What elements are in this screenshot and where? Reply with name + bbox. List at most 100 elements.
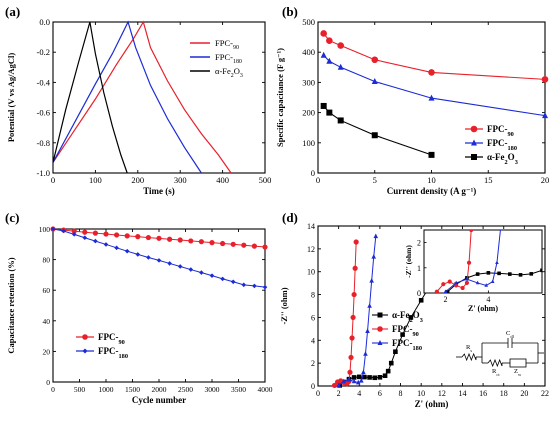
inset-y-tick-label: 0: [417, 289, 421, 298]
label-part: 0: [419, 345, 422, 352]
y-axis-label: Potential (V vs Ag/AgCl): [6, 53, 16, 142]
y-tick-label: 200: [302, 108, 315, 118]
x-tick-label: 4000: [258, 385, 273, 394]
data-point: [337, 63, 344, 70]
label-part: α-Fe: [392, 310, 410, 320]
data-point: [114, 245, 119, 251]
data-point: [367, 303, 372, 308]
data-point: [349, 335, 355, 341]
data-point: [241, 282, 247, 288]
data-point: [337, 42, 345, 49]
data-point: [361, 369, 366, 375]
inset-x-tick-label: 4: [486, 295, 490, 304]
data-point: [350, 314, 356, 321]
inset-data-point: [495, 260, 499, 265]
data-point: [377, 375, 383, 380]
data-point: [209, 273, 215, 278]
label-part: 9: [119, 339, 122, 346]
inset-data-point: [484, 283, 489, 287]
data-point: [230, 241, 236, 247]
data-point: [124, 233, 130, 239]
inset-data-point: [497, 271, 501, 276]
label-part: α-Fe: [215, 66, 231, 76]
x-tick-label: 8: [399, 389, 403, 398]
x-tick-label: 10: [427, 175, 436, 185]
x-tick-label: 0: [316, 175, 320, 185]
data-point: [371, 132, 378, 139]
data-point: [103, 231, 109, 237]
plot-frame: [317, 225, 546, 387]
label-part: FPC-: [392, 324, 413, 334]
y-tick-label: -0.6: [37, 108, 50, 118]
x-tick-label: 20: [520, 389, 528, 398]
legend-label: FPC-90: [487, 124, 514, 138]
data-point: [388, 360, 394, 366]
data-point: [156, 235, 162, 241]
data-point: [400, 332, 405, 337]
label-part: FPC-: [487, 138, 508, 148]
data-point: [262, 244, 268, 250]
data-point: [347, 369, 353, 375]
label-part: 2: [505, 159, 508, 166]
x-tick-label: 0: [51, 175, 55, 185]
inset-data-point: [518, 273, 523, 277]
data-point: [337, 117, 344, 124]
x-tick-label: 10: [417, 389, 425, 398]
label-part: 1: [119, 353, 122, 360]
label-part: 0: [122, 339, 125, 346]
resistor-rct: [487, 358, 503, 368]
data-point: [124, 248, 130, 254]
label-part: 0: [236, 45, 239, 51]
x-axis-label: Z' (ohm): [415, 399, 449, 409]
inset-data-point: [447, 279, 452, 284]
x-tick-label: 5: [373, 175, 377, 185]
y-tick-label: 4: [311, 336, 315, 345]
label-part: O: [413, 310, 420, 320]
series-line-1: [323, 54, 546, 117]
y-tick-label: 0: [46, 378, 50, 387]
data-point: [372, 375, 378, 381]
y-tick-label: -0.2: [37, 47, 50, 57]
label-part: 9: [508, 131, 511, 138]
series-line-2: [323, 105, 432, 156]
y-tick-label: 14: [307, 222, 315, 231]
circuit-label: Rs: [466, 344, 472, 353]
data-point: [352, 265, 358, 271]
inset-data: [434, 230, 542, 293]
legend-marker: [377, 312, 383, 318]
data-point: [355, 379, 361, 385]
inset-y-tick-label: 2: [417, 239, 421, 248]
data-point: [365, 328, 370, 333]
data-point: [326, 57, 333, 64]
circuit-label-sub: s: [470, 348, 472, 353]
x-tick-label: 20: [541, 175, 550, 185]
inset-data-point: [454, 280, 458, 285]
circuit-label-sub: w: [518, 372, 522, 377]
x-tick-label: 4: [357, 389, 361, 398]
data-point: [326, 37, 333, 45]
data-point: [348, 354, 354, 361]
data-point: [220, 240, 226, 247]
inset-data-point: [490, 279, 495, 283]
y-tick-label: -0.4: [37, 77, 51, 87]
data-point: [385, 368, 391, 374]
circuit-label-main: C: [506, 330, 510, 337]
data-point: [167, 261, 172, 266]
x-tick-label: 500: [74, 385, 86, 394]
label-part: FPC-: [487, 124, 508, 134]
label-part: 2: [410, 317, 413, 324]
x-tick-label: 14: [458, 389, 466, 398]
plot-frame: [52, 228, 266, 383]
y-tick-label: 0: [311, 168, 315, 178]
data-point: [341, 378, 347, 384]
legend-marker: [377, 340, 383, 345]
equivalent-circuit: Rs Cdl Rct Zw: [456, 330, 544, 377]
data-point: [356, 374, 362, 380]
circuit-label-main: R: [466, 344, 471, 351]
y-tick-label: 400: [302, 47, 315, 57]
inset-data-point: [464, 280, 470, 286]
data-point: [363, 351, 368, 356]
x-tick-label: 0: [51, 385, 55, 394]
x-tick-label: 200: [131, 175, 144, 185]
